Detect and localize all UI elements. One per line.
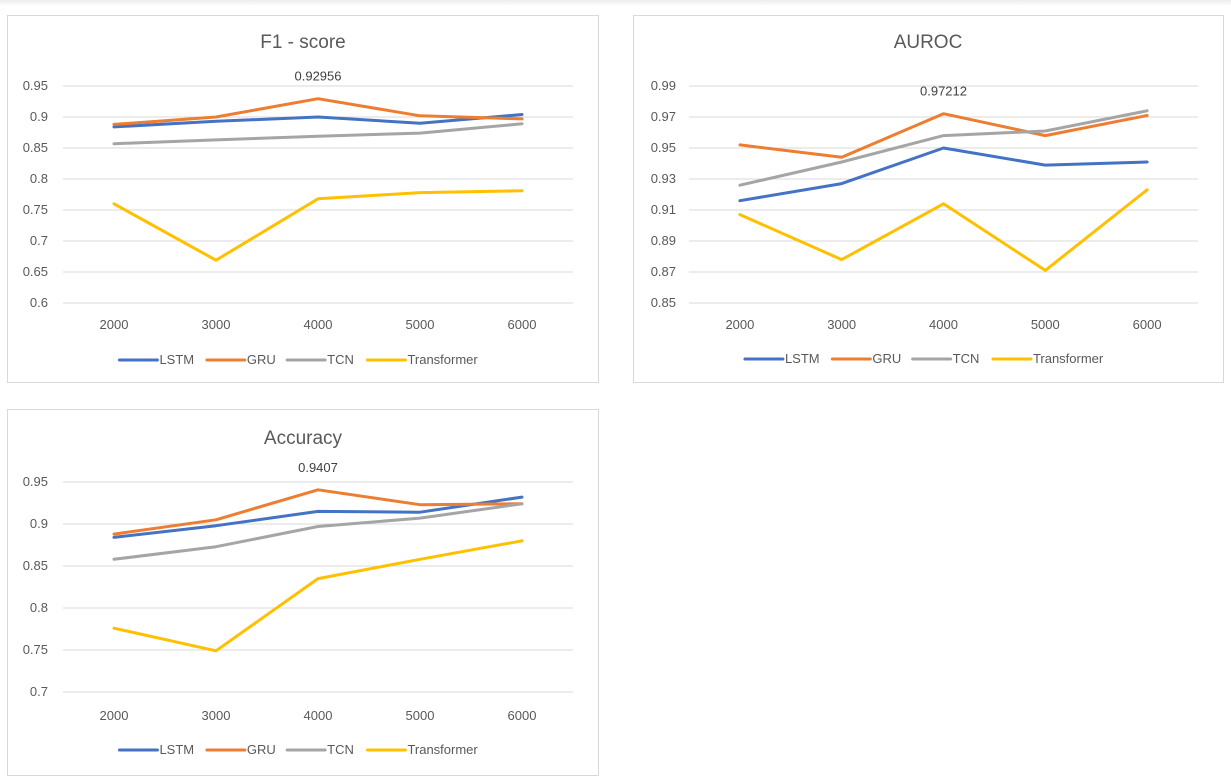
x-tick-label: 3000 bbox=[202, 708, 231, 723]
chart-title: AUROC bbox=[894, 32, 963, 53]
chart-title: F1 - score bbox=[260, 32, 346, 53]
data-label: 0.97212 bbox=[920, 84, 967, 99]
y-tick-label: 0.7 bbox=[30, 233, 48, 248]
legend-label-gru: GRU bbox=[872, 351, 901, 366]
y-tick-label: 0.85 bbox=[23, 558, 48, 573]
legend-label-gru: GRU bbox=[247, 352, 276, 367]
y-tick-label: 0.75 bbox=[23, 642, 48, 657]
data-label: 0.92956 bbox=[295, 69, 342, 84]
y-tick-label: 0.89 bbox=[651, 233, 676, 248]
series-line-tcn bbox=[738, 109, 1149, 187]
f1-score-chart: F1 - score 0.6 0.65 0.7 0.75 0.8 0.85 0.9 0.95 2… bbox=[7, 15, 599, 383]
series-line-transformer bbox=[112, 189, 524, 262]
chart-title: Accuracy bbox=[264, 428, 343, 449]
y-tick-label: 0.95 bbox=[23, 78, 48, 93]
x-tick-label: 2000 bbox=[100, 708, 129, 723]
series-line-lstm bbox=[112, 495, 524, 539]
y-tick-label: 0.8 bbox=[30, 600, 48, 615]
legend-label-tcn: TCN bbox=[327, 742, 354, 757]
x-tick-label: 2000 bbox=[100, 317, 129, 332]
series-line-transformer bbox=[738, 188, 1149, 272]
auroc-chart-svg: AUROC 0.85 0.87 0.89 0.91 0.93 0.95 0.97 0.99 20… bbox=[651, 32, 1198, 366]
legend-label-tcn: TCN bbox=[327, 352, 354, 367]
x-tick-label: 6000 bbox=[508, 708, 537, 723]
y-tick-label: 0.85 bbox=[23, 140, 48, 155]
y-tick-label: 0.93 bbox=[651, 171, 676, 186]
series-line-gru bbox=[738, 112, 1149, 159]
y-tick-label: 0.75 bbox=[23, 202, 48, 217]
top-shadow-bar bbox=[0, 0, 1231, 6]
series-line-lstm bbox=[738, 146, 1149, 203]
y-tick-label: 0.9 bbox=[30, 109, 48, 124]
y-tick-label: 0.97 bbox=[651, 109, 676, 124]
x-tick-label: 6000 bbox=[508, 317, 537, 332]
x-tick-label: 4000 bbox=[304, 708, 333, 723]
x-tick-label: 4000 bbox=[304, 317, 333, 332]
legend-label-transformer: Transformer bbox=[1033, 351, 1104, 366]
accuracy-chart-svg: Accuracy 0.7 0.75 0.8 0.85 0.9 0.95 2000 3000 40… bbox=[23, 428, 573, 757]
series-line-tcn bbox=[112, 122, 524, 146]
series-line-lstm bbox=[112, 113, 524, 129]
auroc-chart: AUROC 0.85 0.87 0.89 0.91 0.93 0.95 0.97 0.99 20… bbox=[633, 15, 1224, 383]
y-tick-label: 0.95 bbox=[23, 474, 48, 489]
y-tick-label: 0.65 bbox=[23, 264, 48, 279]
legend-label-lstm: LSTM bbox=[159, 742, 194, 757]
legend-label-lstm: LSTM bbox=[785, 351, 820, 366]
legend-label-lstm: LSTM bbox=[159, 352, 194, 367]
y-tick-label: 0.7 bbox=[30, 684, 48, 699]
x-tick-label: 5000 bbox=[406, 708, 435, 723]
y-tick-label: 0.87 bbox=[651, 264, 676, 279]
series-line-gru bbox=[112, 97, 524, 126]
legend-label-transformer: Transformer bbox=[407, 352, 478, 367]
x-tick-label: 5000 bbox=[406, 317, 435, 332]
legend-label-gru: GRU bbox=[247, 742, 276, 757]
x-tick-label: 5000 bbox=[1031, 317, 1060, 332]
x-tick-label: 3000 bbox=[202, 317, 231, 332]
legend-label-transformer: Transformer bbox=[407, 742, 478, 757]
series-line-gru bbox=[112, 488, 524, 536]
y-tick-label: 0.85 bbox=[651, 295, 676, 310]
data-label: 0.9407 bbox=[298, 460, 338, 475]
y-tick-label: 0.95 bbox=[651, 140, 676, 155]
accuracy-chart: Accuracy 0.7 0.75 0.8 0.85 0.9 0.95 2000 3000 40… bbox=[7, 409, 599, 776]
legend-label-tcn: TCN bbox=[953, 351, 980, 366]
y-tick-label: 0.91 bbox=[651, 202, 676, 217]
y-tick-label: 0.99 bbox=[651, 78, 676, 93]
x-tick-label: 3000 bbox=[827, 317, 856, 332]
f1-score-chart-svg: F1 - score 0.6 0.65 0.7 0.75 0.8 0.85 0.9 0.95 2… bbox=[23, 32, 573, 367]
series-line-transformer bbox=[112, 539, 524, 653]
y-tick-label: 0.6 bbox=[30, 295, 48, 310]
series-line-tcn bbox=[112, 502, 524, 561]
x-tick-label: 4000 bbox=[929, 317, 958, 332]
y-tick-label: 0.9 bbox=[30, 516, 48, 531]
x-tick-label: 6000 bbox=[1133, 317, 1162, 332]
x-tick-label: 2000 bbox=[725, 317, 754, 332]
y-tick-label: 0.8 bbox=[30, 171, 48, 186]
